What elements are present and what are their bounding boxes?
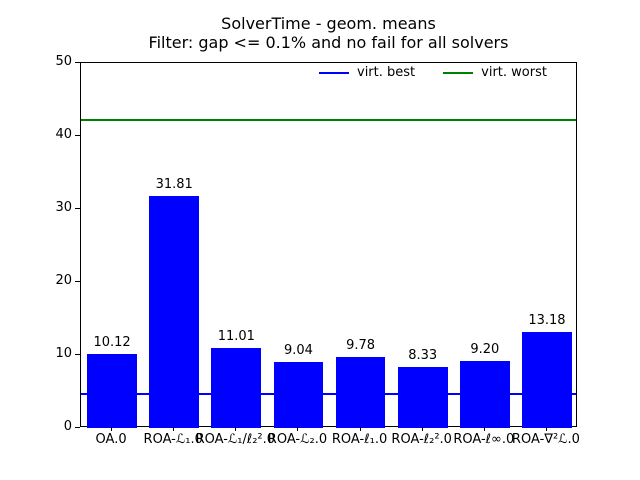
- x-axis-tick-mark: [111, 427, 113, 431]
- chart-subtitle: Filter: gap <= 0.1% and no fail for all …: [148, 33, 509, 52]
- y-axis-tick-mark: [75, 353, 80, 355]
- y-axis-tick-mark: [75, 134, 80, 136]
- legend-label: virt. best: [357, 65, 416, 80]
- bar: [522, 331, 572, 428]
- bar-value-label: 9.04: [283, 343, 313, 358]
- x-axis-tick-label: ROA-ℓ∞.0: [453, 432, 515, 447]
- chart-title: SolverTime - geom. means: [221, 14, 436, 33]
- y-axis-tick-label: 0: [63, 419, 72, 434]
- bar-value-label: 11.01: [217, 328, 255, 344]
- bar: [87, 354, 137, 428]
- y-axis-tick-label: 10: [55, 346, 72, 361]
- x-axis-tick-label: ROA-ℒ₁/ℓ₂².0: [195, 432, 276, 447]
- reference-line-virt-best: [81, 393, 576, 396]
- x-axis-tick-label: ROA-ℓ₂².0: [391, 432, 452, 447]
- legend-line-swatch: [319, 71, 349, 74]
- y-axis-tick-label: 30: [55, 200, 72, 215]
- y-axis-tick-mark: [75, 207, 80, 209]
- bar: [149, 195, 200, 428]
- y-axis-tick-mark: [75, 280, 80, 282]
- x-axis-tick-mark: [297, 427, 299, 431]
- chart-title-block: SolverTime - geom. means Filter: gap <= …: [80, 14, 577, 52]
- bar: [397, 367, 448, 428]
- x-axis-tick-label: ROA-ℒ₂.0: [267, 432, 328, 447]
- reference-line-virt-worst: [81, 118, 576, 121]
- x-axis-tick-label: OA.0: [95, 432, 127, 447]
- legend-line-swatch: [443, 71, 474, 74]
- legend: virt. best virt. worst: [319, 65, 547, 80]
- x-axis-tick-mark: [483, 427, 485, 431]
- y-axis-tick-mark: [75, 426, 80, 428]
- bar-value-label: 9.20: [470, 341, 500, 357]
- y-axis-tick-mark: [75, 61, 80, 63]
- legend-entry: virt. best: [319, 65, 415, 80]
- bar-value-label: 9.78: [346, 337, 376, 353]
- bar-value-label: 13.18: [528, 312, 566, 328]
- bar-value-label: 8.33: [408, 348, 438, 364]
- x-axis-tick-label: ROA-ℒ₁.0: [143, 432, 203, 447]
- x-axis-tick-label: ROA-∇²ℒ.0: [511, 432, 580, 447]
- bar: [211, 347, 262, 428]
- legend-entry: virt. worst: [443, 65, 547, 80]
- y-axis-tick-label: 40: [55, 127, 72, 142]
- x-axis-tick-mark: [545, 427, 547, 431]
- legend-label: virt. worst: [481, 65, 547, 80]
- x-axis-tick-mark: [173, 427, 175, 431]
- x-axis-tick-mark: [235, 427, 237, 431]
- bar-value-label: 10.12: [93, 335, 131, 351]
- x-axis-tick-mark: [421, 427, 423, 431]
- x-axis-tick-mark: [359, 427, 361, 431]
- bar: [335, 356, 386, 428]
- plot-area: virt. best virt. worst 10.12 31.81 11.01 9.0…: [80, 62, 577, 428]
- y-axis-tick-label: 50: [55, 54, 72, 69]
- bar-value-label: 31.81: [155, 176, 193, 192]
- x-axis-tick-label: ROA-ℓ₁.0: [331, 432, 388, 447]
- y-axis-tick-label: 20: [55, 273, 72, 288]
